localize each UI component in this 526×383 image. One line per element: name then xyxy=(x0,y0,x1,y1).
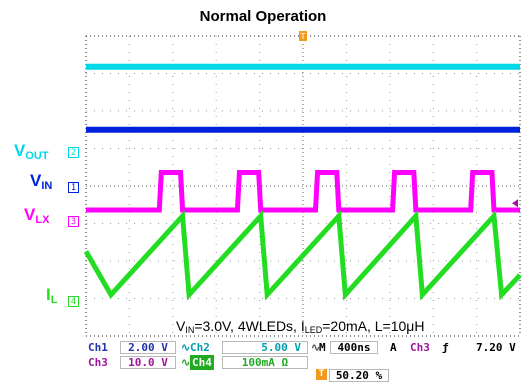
ch2-scale: 5.00 V xyxy=(222,341,308,354)
trigger-marker-glyph: T xyxy=(300,32,306,41)
vin-label-sub: IN xyxy=(41,180,53,192)
ch2-name: Ch2 xyxy=(190,341,210,354)
il-label-sub: L xyxy=(50,294,58,306)
trigger-source: Ch3 xyxy=(410,341,430,354)
ch3-name: Ch3 xyxy=(88,356,108,369)
cond-iled-sub: LED xyxy=(304,325,323,335)
chart-title: Normal Operation xyxy=(199,8,327,25)
ch3-tag: 3 xyxy=(68,216,79,227)
ch1-name: Ch1 xyxy=(88,341,108,354)
ch4-icon: ∿ xyxy=(181,356,191,369)
ch2-icon: ∿ xyxy=(181,341,191,354)
vout-label: VOUT xyxy=(14,142,49,165)
cond-vin-sub: IN xyxy=(185,325,195,335)
ch3-scale: 10.0 V xyxy=(120,356,176,369)
vlx-label-sub: LX xyxy=(35,214,50,226)
cond-vin: V xyxy=(176,318,186,334)
ch2-bw-icon: ∿ xyxy=(311,341,321,354)
trigger-marker xyxy=(299,31,307,41)
il-label-main: I xyxy=(46,285,51,304)
trigger-level: 7.20 V xyxy=(476,341,516,354)
ch1-tag: 1 xyxy=(68,182,79,193)
trigger-slope-icon: ƒ xyxy=(442,341,449,354)
vout-label-sub: OUT xyxy=(25,150,49,162)
vin-label-main: V xyxy=(30,171,42,190)
trigger-position: 50.20 % xyxy=(329,369,389,382)
cond-text-b: =20mA, L=10μH xyxy=(322,318,425,334)
ch2-tag: 2 xyxy=(68,147,79,158)
trace-ch4 xyxy=(83,210,522,301)
scope-markers: T xyxy=(299,31,518,208)
timebase-value: 400ns xyxy=(330,341,378,354)
trigger-mode: A xyxy=(390,341,397,354)
vout-label-main: V xyxy=(14,141,26,160)
cond-text-a: =3.0V, 4WLEDs, I xyxy=(194,318,305,334)
trigger-position-icon: T xyxy=(316,369,327,380)
vlx-label: VLX xyxy=(24,206,49,229)
trigger-level-arrow-icon xyxy=(512,199,518,208)
trace-ch3 xyxy=(86,170,520,213)
vin-label: VIN xyxy=(30,172,52,195)
ch1-scale: 2.00 V xyxy=(120,341,176,354)
ch4-tag: 4 xyxy=(68,296,79,307)
timebase-prefix: M xyxy=(319,341,326,354)
vlx-label-main: V xyxy=(24,205,36,224)
ch4-scale: 100mA Ω xyxy=(222,356,308,369)
waveform-traces xyxy=(83,63,522,301)
ch4-name: Ch4 xyxy=(190,355,214,370)
test-conditions: VIN=3.0V, 4WLEDs, ILED=20mA, L=10μH xyxy=(176,318,424,335)
il-label: IL xyxy=(46,286,57,309)
graticule xyxy=(85,35,521,337)
